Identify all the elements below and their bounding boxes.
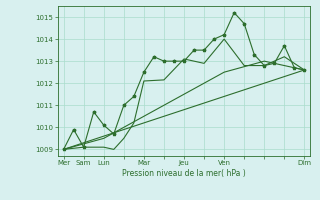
X-axis label: Pression niveau de la mer( hPa ): Pression niveau de la mer( hPa ) xyxy=(122,169,246,178)
